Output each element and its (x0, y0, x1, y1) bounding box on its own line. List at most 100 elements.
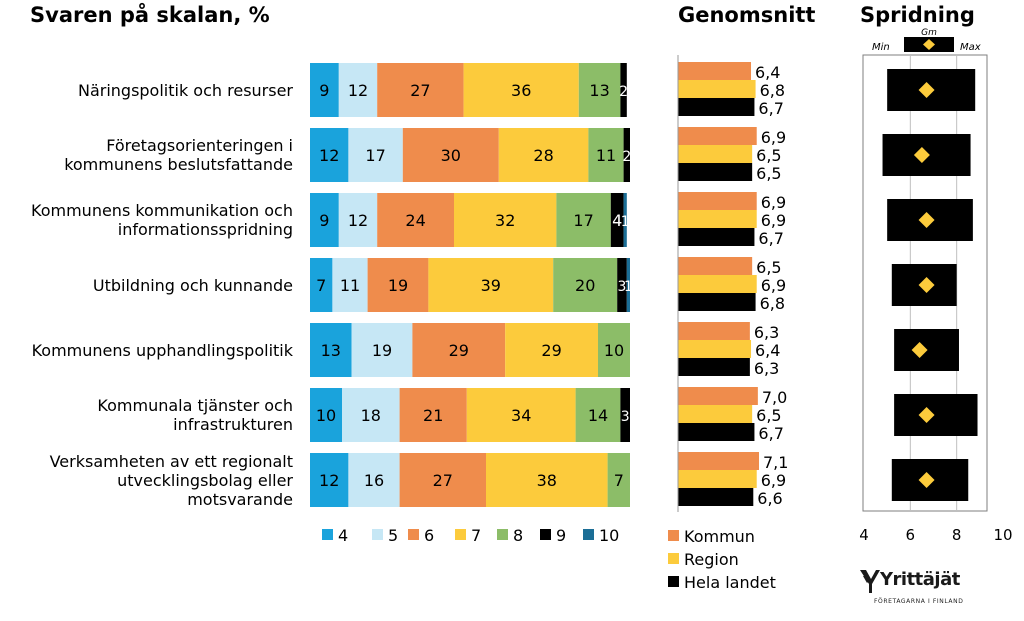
legend-label: Hela landet (684, 573, 776, 592)
stacked-bar-segment (588, 128, 624, 182)
stacked-bar-segment (351, 323, 413, 377)
mean-bar (678, 228, 755, 246)
company-logo: Yrittäjät FÖRETAGARNA I FINLAND (860, 568, 980, 613)
mean-bar-value-label: 6,3 (754, 323, 779, 342)
mean-bar (678, 488, 754, 506)
mean-bar (678, 387, 758, 405)
spread-key-min-label: Min (872, 42, 890, 53)
spread-key-max-label: Max (960, 42, 981, 53)
spread-tick-label: 6 (906, 526, 916, 544)
legend-label: Kommun (684, 527, 755, 546)
stacked-bar-value-label: 30 (441, 146, 461, 165)
stacked-bar-value-label: 10 (604, 341, 624, 360)
stacked-bar-segment (617, 258, 627, 312)
stacked-bar-value-label: 9 (319, 81, 329, 100)
legend-swatch (668, 530, 679, 541)
legend-swatch (668, 553, 679, 564)
legend-swatch (668, 576, 679, 587)
mean-bar-value-label: 6,4 (755, 341, 780, 360)
mean-bar (678, 62, 752, 80)
stacked-bar-value-label: 9 (319, 211, 329, 230)
stacked-bar-value-label: 24 (405, 211, 425, 230)
spread-key-mean-marker (923, 39, 935, 50)
mean-bar-value-label: 6,9 (761, 211, 786, 230)
mean-bar-value-label: 6,8 (760, 81, 785, 100)
logo-mark-icon (860, 570, 880, 593)
mean-bar (678, 163, 753, 181)
mean-bar-value-label: 6,7 (758, 424, 783, 443)
spread-tick-label: 4 (859, 526, 869, 544)
stacked-bar-value-label: 10 (316, 406, 336, 425)
spread-key-mean-label: Gm (921, 28, 937, 38)
mean-bar-value-label: 6,7 (758, 229, 783, 248)
spread-mean-marker (913, 147, 930, 163)
legend-label: Region (684, 550, 739, 569)
mean-bar-value-label: 6,9 (761, 193, 786, 212)
mean-bar-value-label: 6,5 (756, 406, 781, 425)
legend-swatch (372, 529, 383, 540)
stacked-bar-segment (607, 453, 630, 507)
legend-swatch (408, 529, 419, 540)
stacked-bar-value-label: 12 (319, 471, 339, 490)
mean-bar-value-label: 6,5 (756, 146, 781, 165)
stacked-bar-segment (463, 63, 579, 117)
stacked-bar-value-label: 1 (624, 279, 633, 295)
mean-bar (678, 257, 753, 275)
mean-bar (678, 358, 750, 376)
stacked-bar-segment (348, 128, 403, 182)
stacked-bar-value-label: 27 (410, 81, 430, 100)
stacked-bar-segment (575, 388, 621, 442)
stacked-bar-segment (623, 193, 627, 247)
stacked-bar-value-label: 1 (621, 214, 630, 230)
mean-bar-value-label: 6,9 (761, 471, 786, 490)
stacked-bar-value-label: 29 (541, 341, 561, 360)
category-label: Utbildning och kunnande (92, 275, 293, 295)
stacked-bar-value-label: 34 (511, 406, 531, 425)
stacked-bar-segment (367, 258, 429, 312)
mean-bar-value-label: 6,7 (758, 99, 783, 118)
mean-bar-value-label: 6,9 (761, 128, 786, 147)
stacked-bar-value-label: 20 (575, 276, 595, 295)
stacked-bar-segment (626, 258, 630, 312)
stacked-bar-segment (623, 128, 630, 182)
category-label: Kommunens kommunikation och informations… (31, 201, 293, 239)
stacked-bar-value-label: 29 (449, 341, 469, 360)
mean-bar (678, 470, 757, 488)
spread-chart-title: Spridning (860, 3, 975, 27)
spread-mean-marker (911, 342, 928, 358)
stacked-bar-value-label: 13 (589, 81, 609, 100)
stacked-bar-segment (310, 323, 352, 377)
mean-bar (678, 192, 757, 210)
stacked-bar-value-label: 3 (621, 409, 630, 425)
stacked-bar-segment (553, 258, 618, 312)
stacked-bar-segment (338, 63, 378, 117)
stacked-bar-value-label: 19 (388, 276, 408, 295)
mean-bar (678, 322, 750, 340)
stacked-bar-segment (399, 453, 486, 507)
stacked-bar-value-label: 11 (596, 146, 616, 165)
stacked-bar-segment (332, 258, 368, 312)
legend-label: 9 (556, 526, 566, 545)
stacked-bar-value-label: 7 (614, 471, 624, 490)
spread-range-bar (894, 394, 978, 436)
stacked-bar-segment (310, 258, 333, 312)
mean-bar (678, 293, 756, 311)
stacked-bar-segment (310, 128, 349, 182)
stacked-bar-value-label: 38 (537, 471, 557, 490)
legend-label: 5 (388, 526, 398, 545)
stacked-bar-value-label: 4 (612, 211, 622, 230)
stacked-bar-value-label: 3 (618, 279, 627, 295)
stacked-bar-segment (310, 453, 349, 507)
stacked-bar-segment (412, 323, 506, 377)
stacked-bar-segment (428, 258, 554, 312)
stacked-bar-segment (377, 63, 464, 117)
spread-mean-marker (918, 277, 935, 293)
stacked-bar-segment (377, 193, 454, 247)
stacked-bar-segment (402, 128, 499, 182)
stacked-bar-value-label: 27 (433, 471, 453, 490)
mean-bar-value-label: 6,5 (756, 164, 781, 183)
mean-chart-title: Genomsnitt (678, 3, 816, 27)
stacked-bar-segment (620, 63, 627, 117)
stacked-bar-value-label: 14 (588, 406, 608, 425)
